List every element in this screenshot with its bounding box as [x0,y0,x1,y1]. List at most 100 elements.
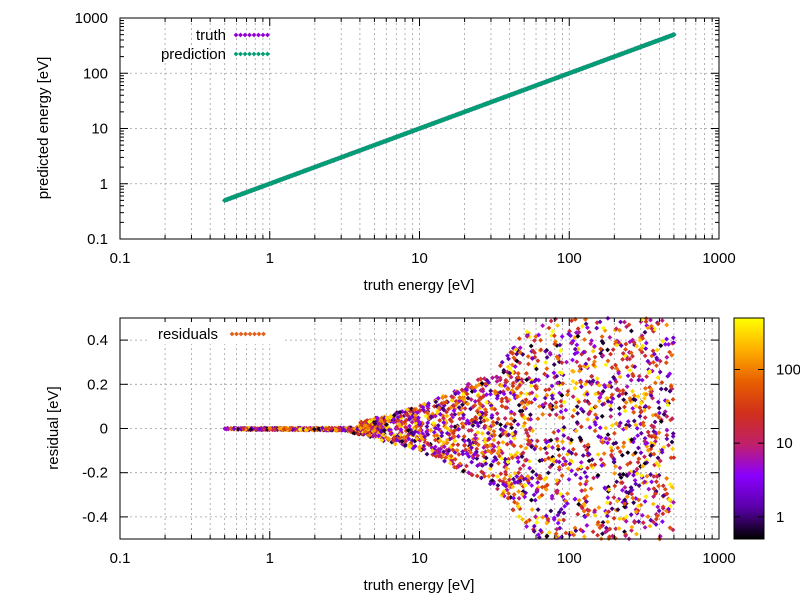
data-point [414,424,419,430]
data-point [273,427,279,432]
data-point [508,374,514,380]
legend-marker [233,32,239,38]
data-point [472,419,478,425]
data-point [665,398,670,404]
data-point [469,385,475,391]
data-point [636,483,642,489]
data-point [640,336,646,341]
data-point [636,373,642,379]
data-point [434,432,440,438]
data-point [488,391,493,397]
y-tick-label: 0.4 [87,332,108,349]
data-point [512,480,518,485]
data-point [487,436,492,442]
data-point [639,377,645,383]
data-point [511,411,517,417]
data-point [542,401,548,406]
data-point [613,526,619,532]
data-point [492,389,498,394]
data-point [644,473,650,479]
data-point [582,398,588,404]
data-point [460,468,466,474]
data-point [597,383,602,388]
data-point [515,377,521,382]
data-point [554,478,560,483]
data-point [440,451,446,457]
data-point [460,424,466,430]
data-point [643,385,648,391]
data-point [561,399,567,405]
data-point [412,438,418,444]
data-point [447,460,453,466]
data-point [595,472,601,478]
data-point [671,500,676,505]
legend-marker [256,51,261,57]
legend-label-truth: truth [196,27,226,44]
data-point [587,379,592,385]
data-point [466,428,472,433]
data-point [607,526,613,532]
data-point [478,376,484,382]
data-point [403,410,408,416]
data-point [645,447,651,453]
data-point [374,415,380,421]
data-point [654,363,659,369]
legend-marker [265,32,270,38]
data-point [520,483,526,489]
data-point [432,437,438,443]
data-point [570,378,576,384]
data-point [662,486,668,492]
data-point [241,426,246,432]
data-point [573,330,579,336]
data-point [362,419,368,424]
data-point [548,437,554,443]
data-point [436,453,442,459]
data-point [617,411,623,417]
data-point [555,520,561,526]
data-point [500,491,506,497]
data-point [506,491,511,496]
data-point [549,495,555,501]
data-point [620,350,626,356]
data-point [648,440,654,446]
data-point [472,432,478,438]
data-point [490,478,495,484]
data-point [586,411,592,417]
legend-marker [252,331,257,337]
data-point [643,346,649,352]
data-point [521,404,527,410]
legend-marker [247,51,252,57]
data-point [517,345,523,351]
data-point [443,399,449,405]
data-point [421,446,427,452]
data-point [560,415,566,421]
data-point [439,401,444,406]
data-point [486,473,492,479]
data-point [433,425,439,431]
data-point [657,458,663,464]
data-point [555,512,561,518]
data-point [381,428,387,434]
data-point [666,508,672,514]
data-point [479,431,485,436]
data-point [513,347,519,352]
data-point [530,356,535,361]
data-point [578,384,584,390]
data-point [670,335,676,341]
data-point [490,458,496,464]
data-point [518,443,524,449]
data-point [544,450,550,456]
data-point [659,318,665,323]
data-point [502,383,508,389]
data-point [524,457,529,463]
data-point [630,495,636,501]
data-point [591,362,596,368]
data-point [622,501,627,507]
data-point [530,428,535,434]
data-point [643,319,649,325]
legend-marker [265,51,270,57]
data-point [456,464,462,469]
data-point [403,425,409,431]
data-point [632,364,638,370]
data-point [561,455,566,461]
